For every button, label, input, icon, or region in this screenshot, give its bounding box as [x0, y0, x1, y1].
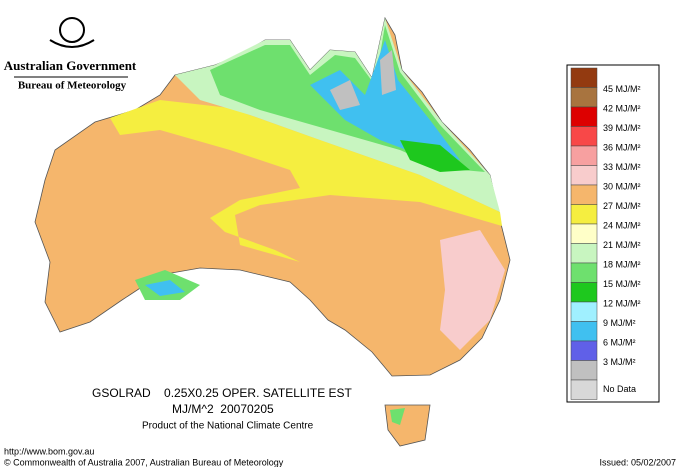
caption-2: MJ/M^2 20070205	[172, 402, 274, 416]
government: Australian Government	[4, 58, 137, 73]
legend-label: 21 MJ/M²	[603, 240, 641, 250]
legend-swatch	[570, 126, 598, 147]
legend-swatch	[570, 321, 598, 342]
legend-label: 42 MJ/M²	[603, 103, 641, 113]
legend-swatch	[570, 87, 598, 108]
legend-swatch	[570, 243, 598, 264]
caption-1: GSOLRAD 0.25X0.25 OPER. SATELLITE EST	[92, 386, 353, 400]
map	[34, 16, 511, 447]
legend: 45 MJ/M² 42 MJ/M² 39 MJ/M² 36 MJ/M² 33 MJ/M²…	[570, 67, 641, 400]
legend-swatch	[570, 145, 598, 166]
legend-swatch	[570, 379, 598, 400]
legend-swatch	[570, 223, 598, 244]
legend-label: 45 MJ/M²	[603, 84, 641, 94]
legend-swatch	[570, 262, 598, 283]
legend-swatch	[570, 67, 598, 88]
legend-swatch	[570, 340, 598, 361]
legend-label: 36 MJ/M²	[603, 142, 641, 152]
legend-label: 30 MJ/M²	[603, 181, 641, 191]
legend-label: 39 MJ/M²	[603, 123, 641, 133]
legend-swatch	[570, 106, 598, 127]
legend-swatch	[570, 282, 598, 303]
legend-swatch	[570, 184, 598, 205]
caption-3: Product of the National Climate Centre	[142, 421, 314, 432]
issued: Issued: 05/02/2007	[599, 457, 676, 467]
legend-label: 9 MJ/M²	[603, 318, 636, 328]
legend-label: 27 MJ/M²	[603, 201, 641, 211]
url: http://www.bom.gov.au	[4, 446, 94, 456]
legend-swatch	[570, 301, 598, 322]
copyright: © Commonwealth of Australia 2007, Austra…	[4, 457, 284, 467]
legend-swatch	[570, 204, 598, 225]
legend-label: No Data	[603, 384, 636, 394]
legend-label: 3 MJ/M²	[603, 357, 636, 367]
legend-label: 18 MJ/M²	[603, 259, 641, 269]
legend-swatch	[570, 165, 598, 186]
legend-label: 15 MJ/M²	[603, 279, 641, 289]
logo: Australian Government Bureau of Meteorol…	[4, 17, 137, 92]
legend-label: 33 MJ/M²	[603, 162, 641, 172]
legend-label: 24 MJ/M²	[603, 220, 641, 230]
legend-label: 12 MJ/M²	[603, 298, 641, 308]
bureau: Bureau of Meteorology	[18, 80, 127, 92]
legend-swatch	[570, 360, 598, 381]
legend-label: 6 MJ/M²	[603, 337, 636, 347]
